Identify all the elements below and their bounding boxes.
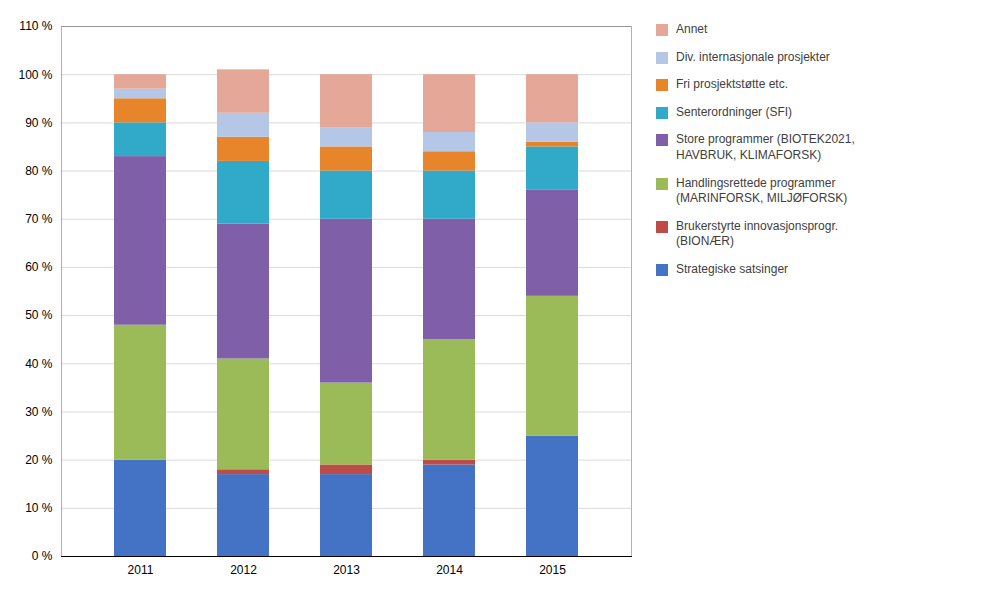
- html-text:Brukerstyrte innovasjonsprogr.: Brukerstyrte innovasjonsprogr. (BIONÆR): [676, 218, 839, 249]
- svg-text:50 %: 50 %: [25, 308, 53, 322]
- svg-text:20 %: 20 %: [25, 453, 53, 467]
- svg-text:2015: 2015: [539, 563, 566, 577]
- html-text:Handlingsrettede programmer (M: Handlingsrettede programmer (MARINFORSK,…: [676, 175, 848, 206]
- html-text:Store programmer (BIOTEK2021,: Store programmer (BIOTEK2021, HAVBRUK, K…: [676, 132, 855, 162]
- html-text:Div. internasjonale prosjekter: Div. internasjonale prosjekter: [676, 49, 830, 64]
- svg-text:60 %: 60 %: [25, 260, 53, 274]
- svg-text:40 %: 40 %: [25, 357, 53, 371]
- svg-text:2011: 2011: [128, 563, 154, 577]
- svg-text:2014: 2014: [436, 563, 463, 577]
- svg-text:2013: 2013: [333, 563, 360, 577]
- svg-text:110 %: 110 %: [19, 19, 52, 33]
- svg-text:90 %: 90 %: [25, 116, 53, 130]
- html-text:Annet: Annet: [676, 22, 708, 36]
- svg-text:70 %: 70 %: [25, 212, 53, 226]
- html-text:Fri prosjektstøtte etc.: Fri prosjektstøtte etc.: [676, 77, 788, 92]
- svg-text:30 %: 30 %: [25, 405, 53, 419]
- html-text:Senterordninger (SFI): Senterordninger (SFI): [676, 104, 793, 119]
- svg-text:80 %: 80 %: [25, 164, 53, 178]
- svg-text:0 %: 0 %: [32, 549, 53, 563]
- svg-text:100 %: 100 %: [18, 68, 52, 82]
- html-text:Strategiske satsinger: Strategiske satsinger: [676, 261, 789, 276]
- svg-text:10 %: 10 %: [25, 501, 53, 515]
- svg-text:2012: 2012: [230, 563, 257, 577]
